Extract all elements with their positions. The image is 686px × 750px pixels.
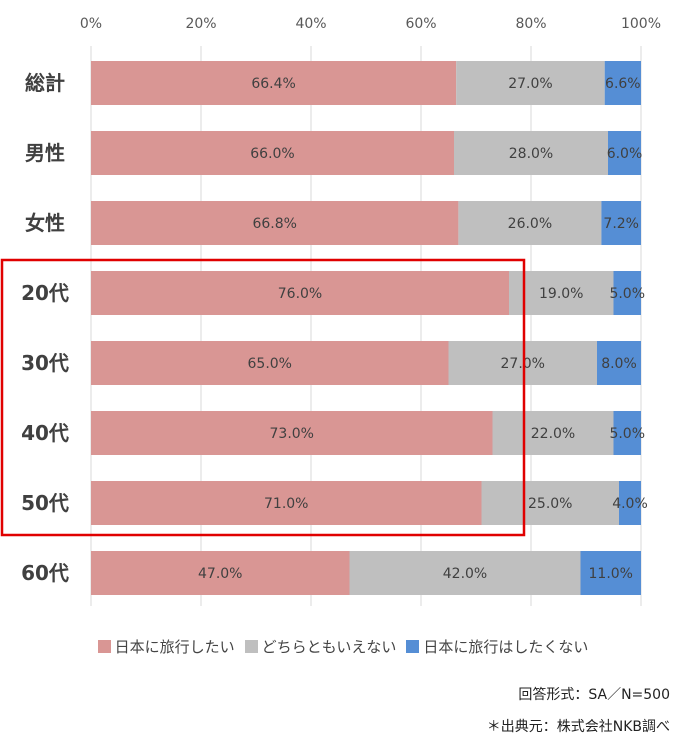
x-tick-label: 40% [295, 16, 326, 32]
data-label: 27.0% [508, 76, 552, 92]
category-label: 30代 [21, 351, 69, 375]
bar-segment [492, 411, 614, 455]
bar-segment [613, 271, 641, 315]
data-label: 5.0% [609, 286, 645, 302]
bar-segment [597, 341, 641, 385]
category-label: 女性 [25, 211, 65, 235]
x-tick-label: 60% [405, 16, 436, 32]
data-label: 47.0% [198, 566, 242, 582]
chart-legend: 日本に旅行したい どちらともいえない 日本に旅行はしたくない [0, 636, 686, 657]
data-label: 6.0% [607, 146, 643, 162]
bar-segment [613, 411, 641, 455]
legend-label: 日本に旅行したい [114, 638, 235, 656]
bar-segment [91, 201, 459, 245]
legend-item: 日本に旅行はしたくない [406, 636, 588, 657]
legend-item: 日本に旅行したい [97, 636, 235, 657]
legend-swatch [97, 640, 111, 653]
data-label: 66.8% [252, 216, 296, 232]
response-format-note: 回答形式：SA／N=500 [518, 687, 670, 703]
data-label: 76.0% [278, 286, 322, 302]
category-label: 総計 [25, 71, 65, 95]
data-label: 11.0% [589, 566, 633, 582]
bar-segment [456, 61, 605, 105]
bar-segment [458, 201, 602, 245]
bar-segment [601, 201, 641, 245]
data-label: 66.0% [250, 146, 294, 162]
data-label: 8.0% [601, 356, 637, 372]
bar-segment [454, 131, 608, 175]
data-label: 28.0% [509, 146, 553, 162]
bar-segment [91, 411, 493, 455]
legend-item: どちらともいえない [244, 636, 397, 657]
data-label: 6.6% [605, 76, 641, 92]
legend-swatch [406, 640, 420, 653]
x-tick-label: 0% [80, 16, 102, 32]
stacked-bar-chart: 0% 20% 40% 60% 80% 100% 総計 66.4% 27.0% 6.6% 男性 66.0… [0, 16, 661, 606]
bar-segment [580, 551, 641, 595]
data-label: 7.2% [603, 216, 639, 232]
category-label: 60代 [21, 561, 69, 585]
bar-segment [608, 131, 641, 175]
data-label: 26.0% [508, 216, 552, 232]
bar-segment [91, 271, 509, 315]
data-label: 66.4% [251, 76, 295, 92]
bar-segment [91, 341, 449, 385]
data-label: 5.0% [609, 426, 645, 442]
category-label: 20代 [21, 281, 69, 305]
bar-segment [619, 481, 641, 525]
bar-segment [349, 551, 581, 595]
data-label: 71.0% [264, 496, 308, 512]
bar-segment [91, 131, 454, 175]
data-label: 73.0% [270, 426, 314, 442]
legend-swatch [244, 640, 258, 653]
bar-segment [604, 61, 641, 105]
bar-segment [91, 481, 482, 525]
bar-segment [91, 61, 457, 105]
legend-label: どちらともいえない [261, 638, 397, 656]
category-label: 40代 [21, 421, 69, 445]
x-tick-label: 20% [185, 16, 216, 32]
bar-segment [509, 271, 614, 315]
x-tick-label: 100% [621, 16, 661, 32]
data-label: 4.0% [612, 496, 648, 512]
category-label: 男性 [25, 141, 65, 165]
data-label: 19.0% [539, 286, 583, 302]
x-tick-label: 80% [515, 16, 546, 32]
bar-segment [91, 551, 350, 595]
data-label: 65.0% [248, 356, 292, 372]
data-label: 22.0% [531, 426, 575, 442]
data-label: 25.0% [528, 496, 572, 512]
data-label: 42.0% [443, 566, 487, 582]
legend-label: 日本に旅行はしたくない [423, 638, 589, 656]
bar-segment [481, 481, 619, 525]
category-label: 50代 [21, 491, 69, 515]
source-note: ＊出典元：株式会社NKB調べ [486, 719, 670, 735]
highlight-box [0, 258, 526, 537]
